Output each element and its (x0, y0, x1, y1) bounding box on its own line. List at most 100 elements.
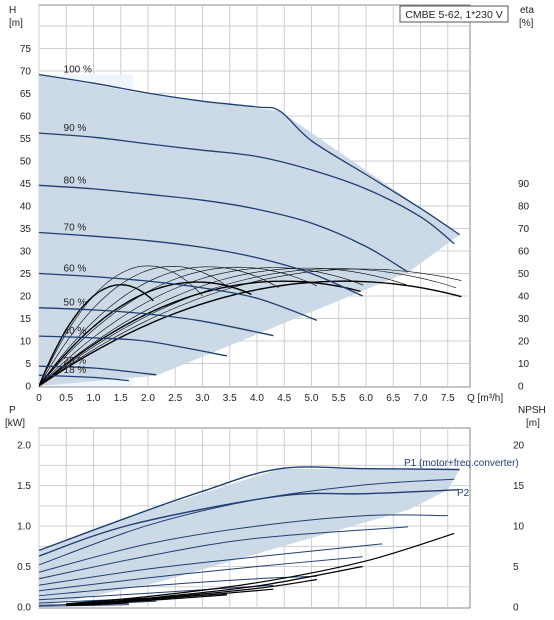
npsh-tick-label: 5 (513, 562, 519, 573)
x-tick-label: 3.0 (196, 393, 210, 404)
x-tick-label: 7.0 (414, 393, 428, 404)
speed-label: 80 % (64, 175, 87, 186)
eta-axis-unit: [%] (519, 18, 534, 29)
power-curve (39, 514, 448, 573)
eta-tick-label: 60 (518, 247, 530, 258)
head-curves (39, 73, 461, 382)
efficiency-curve (39, 284, 154, 387)
power-curves (39, 466, 460, 607)
chart-title: CMBE 5-62, 1*230 V (405, 9, 502, 21)
head-tick-label: 75 (20, 44, 32, 55)
efficiency-curve (39, 280, 462, 387)
eta-tick-label: 20 (518, 337, 530, 348)
title-box (399, 5, 509, 23)
x-tick-label: 2.5 (168, 393, 182, 404)
x-tick-label: 6.5 (386, 393, 400, 404)
eta-tick-label: 10 (518, 359, 530, 370)
head-axis-unit: [m] (9, 18, 23, 29)
operating-envelope (39, 74, 460, 386)
efficiency-curve (39, 280, 361, 387)
power-tick-label: 0.0 (17, 603, 31, 614)
x-tick-label: 2.0 (141, 393, 155, 404)
efficiency-curve (39, 268, 456, 387)
p2-series-label: P2 (457, 488, 470, 499)
head-tick-label: 15 (20, 314, 32, 325)
head-curve (39, 335, 228, 357)
p1-series-label: P1 (motor+freq.converter) (404, 458, 519, 469)
head-tick-label: 50 (20, 157, 32, 168)
speed-label: 18 % (64, 365, 87, 376)
head-tick-label: 65 (20, 89, 32, 100)
head-tick-label: 25 (20, 269, 32, 280)
power-curve (39, 526, 409, 580)
x-tick-label: 1.5 (114, 393, 128, 404)
speed-label: 60 % (64, 264, 87, 275)
p1-curve (39, 466, 460, 552)
speed-label: 70 % (64, 223, 87, 234)
head-tick-label: 30 (20, 247, 32, 258)
head-curve (39, 272, 318, 321)
head-curve (39, 132, 455, 245)
head-tick-label: 40 (20, 202, 32, 213)
x-tick-label: 4.0 (250, 393, 264, 404)
npsh-tick-label: 0 (513, 603, 519, 614)
efficiency-curve (39, 281, 252, 387)
npsh-curve (66, 602, 129, 606)
eta-tick-label: 40 (518, 292, 530, 303)
head-curve (39, 365, 157, 376)
eta-tick-label: 30 (518, 314, 530, 325)
power-tick-label: 1.0 (17, 522, 31, 533)
eta-tick-label: 0 (518, 382, 524, 393)
npsh-axis-unit: [m] (526, 418, 540, 429)
eta-tick-label: 90 (518, 179, 530, 190)
head-tick-label: 45 (20, 179, 32, 190)
npsh-curve (66, 532, 455, 605)
head-tick-label: 0 (25, 382, 31, 393)
speed-label: 100 % (64, 65, 92, 76)
head-tick-label: 5 (25, 359, 31, 370)
speed-label: 50 % (64, 298, 87, 309)
head-tick-label: 20 (20, 292, 32, 303)
npsh-tick-label: 10 (513, 522, 525, 533)
power-curve (39, 478, 455, 566)
power-operating-envelope (39, 468, 460, 607)
head-operating-envelope (39, 74, 460, 386)
flow-axis-label: Q [m³/h] (467, 393, 503, 404)
speed-labels: 100 % 90 % 80 % 70 % 60 % 50 % 40 % 25 %18 % (64, 65, 92, 377)
npsh-curves (66, 532, 455, 606)
x-tick-label: 7.5 (441, 393, 455, 404)
head-tick-label: 55 (20, 134, 32, 145)
eta-axis-label: eta (520, 5, 534, 16)
power-curve (39, 584, 274, 601)
head-tick-label: 10 (20, 337, 32, 348)
head-tick-label: 70 (20, 67, 32, 78)
power-axis-ticks: 0.0 0.5 1.0 1.5 2.0 0 5 10 15 20 (17, 441, 524, 614)
x-tick-label: 4.5 (277, 393, 291, 404)
head-axis-ticks: 0 0.5 1.0 1.5 2.0 2.5 3.0 3.5 4.0 4.5 5.0 5.5 6.0 6.5… (20, 44, 530, 404)
power-tick-label: 1.5 (17, 481, 31, 492)
eta-tick-label: 50 (518, 269, 530, 280)
efficiency-curves (39, 265, 462, 387)
power-tick-label: 2.0 (17, 441, 31, 452)
eta-tick-label: 70 (518, 224, 530, 235)
x-tick-label: 1.0 (87, 393, 101, 404)
power-axis-label: P (9, 405, 16, 416)
power-tick-label: 0.5 (17, 562, 31, 573)
npsh-axis-label: NPSH (518, 405, 546, 416)
head-curve (39, 184, 409, 273)
head-curve (39, 231, 363, 297)
npsh-tick-label: 15 (513, 481, 525, 492)
efficiency-curve (39, 265, 203, 387)
efficiency-curve (39, 266, 279, 387)
power-curve (39, 604, 129, 607)
eta-tick-label: 80 (518, 202, 530, 213)
power-curve (39, 543, 383, 586)
head-curve (39, 307, 274, 337)
x-tick-label: 3.5 (223, 393, 237, 404)
x-tick-label: 0.5 (59, 393, 73, 404)
power-axis-unit: [kW] (5, 418, 25, 429)
power-curve (39, 556, 363, 592)
